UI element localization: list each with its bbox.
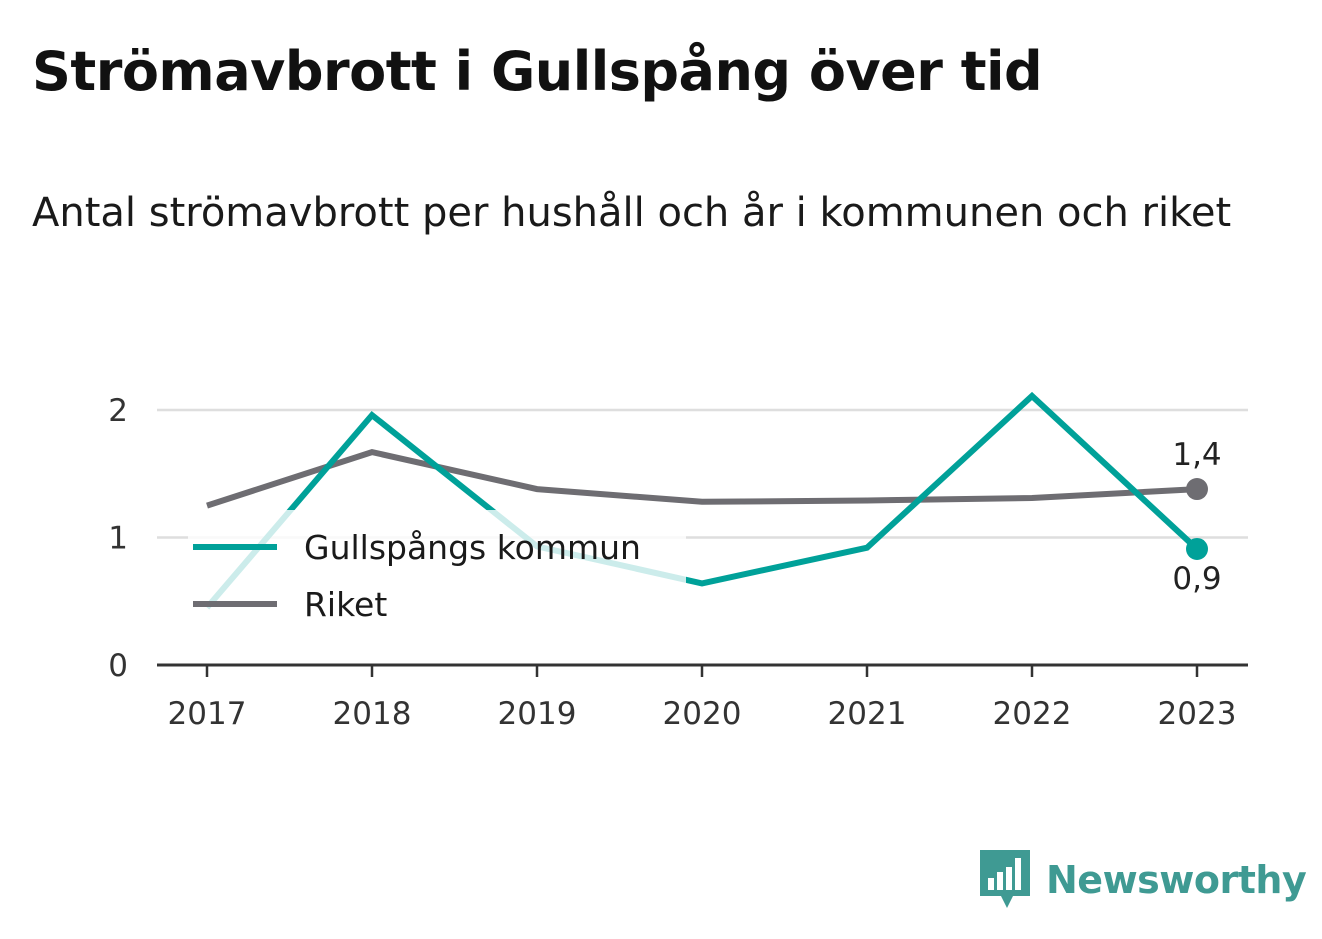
legend-background (188, 510, 686, 632)
brand-name: Newsworthy (1046, 858, 1307, 902)
x-tick-label: 2017 (168, 696, 247, 732)
x-tick-label: 2021 (828, 696, 907, 732)
x-tick-label: 2020 (663, 696, 742, 732)
legend-label: Gullspångs kommun (304, 528, 641, 567)
x-tick-label: 2023 (1158, 696, 1237, 732)
series-lines (204, 391, 1208, 610)
y-tick-label: 1 (108, 521, 128, 557)
legend: Gullspångs kommun Riket (188, 510, 686, 632)
newsworthy-chart-icon (980, 850, 1030, 908)
end-value-label: 1,4 (1172, 437, 1221, 473)
newsworthy-brand: Newsworthy (980, 850, 1307, 910)
data-point (1186, 478, 1208, 501)
y-tick-label: 0 (108, 648, 128, 684)
y-tick-label: 2 (108, 393, 128, 429)
end-value-label: 0,9 (1172, 561, 1221, 597)
chart-title: Strömavbrott i Gullspång över tid (32, 40, 1043, 103)
legend-label: Riket (304, 585, 387, 624)
chart-subtitle: Antal strömavbrott per hushåll och år i … (32, 190, 1232, 236)
end-labels: 0,9 1,4 (1172, 437, 1221, 597)
x-tick-label: 2019 (498, 696, 577, 732)
x-tick-label: 2018 (333, 696, 412, 732)
series-line (206, 448, 1198, 509)
data-point (1186, 537, 1208, 560)
x-tick-label: 2022 (993, 696, 1072, 732)
axes: 0 1 2 2017 2018 2019 2020 2021 2022 2023 (108, 393, 1248, 732)
